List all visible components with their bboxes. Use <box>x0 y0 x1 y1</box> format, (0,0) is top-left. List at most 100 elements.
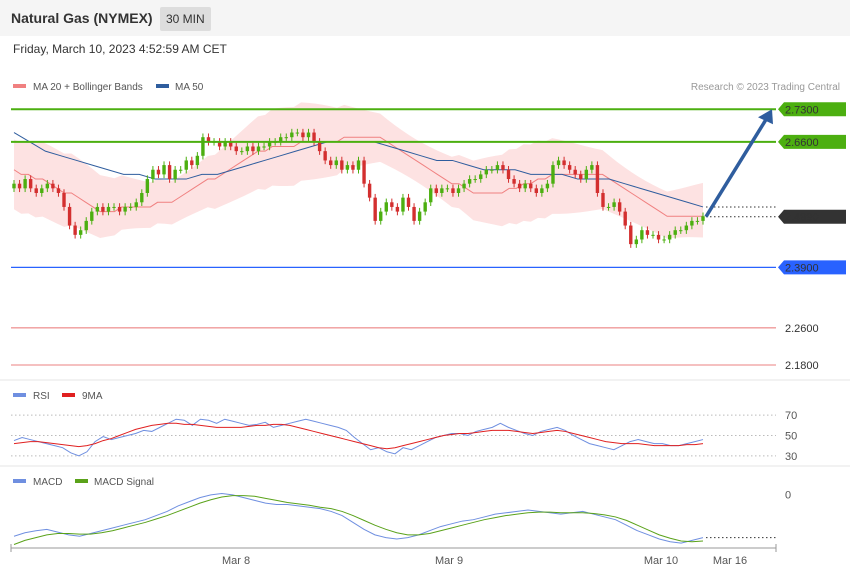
candle-body <box>629 225 633 245</box>
candle-body <box>479 174 483 180</box>
candle-body <box>534 188 539 193</box>
candle-body <box>484 169 488 175</box>
candle-body <box>362 160 366 184</box>
candle-body <box>229 141 233 147</box>
rsi-line <box>13 418 704 457</box>
candle-body <box>440 188 444 193</box>
price-panel: 2.7300 2.6600 2.4990 2.3900 2.2600 2.1800 MA … <box>11 82 846 372</box>
candle-body <box>645 230 650 235</box>
candle-body <box>128 206 133 208</box>
candle-body <box>406 197 411 207</box>
candle-body <box>95 206 100 212</box>
macd-tick-label: 0 <box>785 489 791 501</box>
candle-body <box>673 230 677 235</box>
bollinger-band <box>14 102 703 239</box>
candle-body <box>73 225 77 235</box>
candle-body <box>556 160 561 166</box>
current-price-tag <box>778 209 846 224</box>
candle-body <box>412 206 416 221</box>
candle-body <box>656 234 661 240</box>
x-tick-label: Mar 9 <box>435 555 463 567</box>
candle-body <box>12 183 16 189</box>
candle-body <box>351 165 355 170</box>
candle-body <box>634 239 639 245</box>
candle-body <box>167 165 172 180</box>
candle-body <box>184 160 188 170</box>
candle-body <box>145 179 150 193</box>
candle-body <box>173 169 177 180</box>
candle-body <box>195 155 200 166</box>
price-legend: MA 20 + Bollinger Bands MA 50 <box>13 82 204 93</box>
candle-body <box>367 183 372 198</box>
forecast-arrow-shaft <box>704 115 770 218</box>
candle-body <box>234 146 238 152</box>
candle-body <box>512 179 516 184</box>
candle-body <box>356 160 361 170</box>
candle-body <box>579 174 583 180</box>
candle-body <box>123 206 127 212</box>
rsi-tick-label: 50 <box>785 431 797 443</box>
candle-body <box>456 188 461 193</box>
ma20-line <box>13 136 703 217</box>
candle-body <box>323 151 327 161</box>
macd-signal-legend-swatch <box>75 479 88 483</box>
macd-legend-label: MACD <box>33 477 62 488</box>
candle-body <box>701 216 705 221</box>
forecast-arrow-head <box>758 109 773 125</box>
ma20-legend-swatch <box>13 84 26 88</box>
candle-body <box>101 206 105 212</box>
candle-body <box>429 188 433 203</box>
candle-body <box>240 151 244 153</box>
candle-body <box>695 220 700 222</box>
candle-body <box>473 179 477 181</box>
candle-body <box>551 165 555 184</box>
rsi-legend-label: RSI <box>33 391 50 402</box>
candle-body <box>540 188 544 193</box>
candle-body <box>467 179 472 184</box>
timeframe-button[interactable]: 30 MIN <box>160 7 211 31</box>
support-tag <box>778 260 846 275</box>
candle-body <box>67 206 72 226</box>
candle-body <box>545 183 550 189</box>
candle-body <box>178 169 183 171</box>
candle-body <box>295 132 300 134</box>
candle-body <box>462 183 466 189</box>
candle-body <box>23 179 27 189</box>
candle-body <box>34 188 38 193</box>
candle-body <box>245 146 250 152</box>
candle-body <box>612 202 616 207</box>
candle-body <box>417 211 422 221</box>
candle-body <box>284 137 288 139</box>
candle-body <box>17 183 22 189</box>
candle-body <box>567 165 572 170</box>
candle-body <box>501 165 505 170</box>
rsi-tick-label: 70 <box>785 410 797 422</box>
instrument-title: Natural Gas (NYMEX) <box>11 10 153 26</box>
candle-body <box>51 183 55 189</box>
candle-body <box>445 188 450 190</box>
candle-body <box>395 206 400 212</box>
candle-body <box>206 137 211 142</box>
rsi-legend-swatch <box>13 393 26 397</box>
candle-body <box>617 202 622 212</box>
rsi-panel: RSI 9MA 70 50 30 <box>11 391 797 463</box>
candle-body <box>251 146 255 152</box>
support-label: 2.1800 <box>785 360 819 372</box>
candle-body <box>301 132 305 138</box>
candle-body <box>679 230 683 232</box>
candle-body <box>90 211 94 221</box>
candle-body <box>384 202 388 212</box>
candle-body <box>434 188 438 193</box>
candle-body <box>217 141 222 147</box>
candle-body <box>40 188 44 193</box>
candle-body <box>256 146 261 152</box>
candle-body <box>345 165 350 170</box>
rsi-ma-legend-label: 9MA <box>82 391 103 402</box>
candle-body <box>379 211 383 221</box>
x-tick-label: Mar 10 <box>644 555 678 567</box>
candle-body <box>390 202 394 207</box>
rsi-tick-label: 30 <box>785 451 797 463</box>
current-price-label: 2.4990 <box>785 212 819 224</box>
candle-body <box>662 239 666 241</box>
